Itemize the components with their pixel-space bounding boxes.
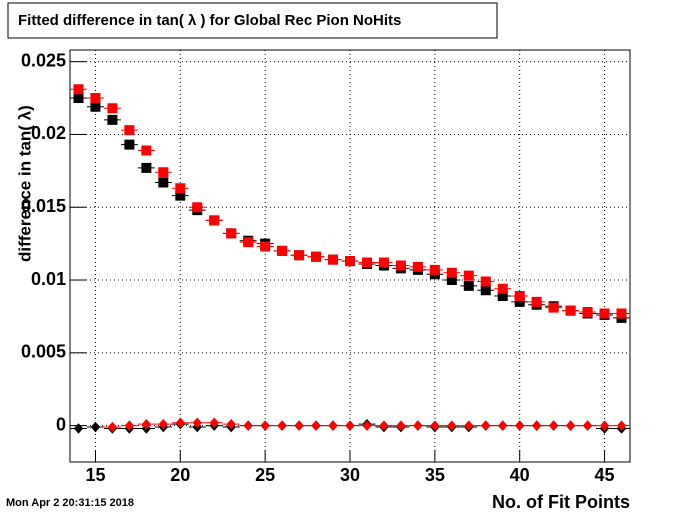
data-point [545,420,563,431]
data-point [205,417,223,428]
data-point [460,420,478,431]
data-point [188,202,206,213]
data-point [426,420,444,431]
y-tick-label: 0.015 [21,196,66,216]
data-point [579,420,597,431]
data-point [70,84,87,95]
data-point [562,420,580,431]
data-point [70,93,87,104]
data-point [494,291,512,302]
data-point [511,420,529,431]
data-point [443,267,461,278]
x-tick-label: 30 [340,465,360,485]
data-point [613,420,630,431]
x-axis-label: No. of Fit Points [492,492,630,512]
title-box [7,2,498,39]
data-point [120,139,138,150]
data-point [341,256,359,267]
y-tick-label: 0.02 [31,123,66,143]
data-point [290,420,308,431]
data-point [358,420,376,431]
data-point [562,305,580,316]
data-point [103,103,121,114]
data-point [358,257,376,268]
data-point [307,251,325,262]
data-point [154,418,172,430]
data-point [494,420,512,431]
plot-frame [69,49,631,463]
chart-title: Fitted difference in tan( λ ) for Global… [18,12,401,29]
data-point [273,420,291,431]
data-point [137,145,155,156]
timestamp: Mon Apr 2 20:31:15 2018 [6,497,134,509]
data-point [460,280,478,291]
data-point [324,420,342,431]
data-point [239,420,257,431]
data-point [256,241,274,252]
data-point [86,93,104,104]
data-point [392,260,410,271]
data-point [579,307,597,318]
data-point [477,420,495,431]
x-tick-label: 35 [425,465,445,485]
data-point [511,291,529,302]
data-point [70,423,87,434]
data-point [477,276,495,287]
data-point [120,125,138,136]
x-tick-label: 40 [510,465,530,485]
data-point [443,275,461,286]
data-point [460,270,478,281]
data-point [545,302,563,313]
data-point [205,215,223,226]
data-point [528,296,546,307]
data-point [409,261,427,272]
data-point [409,420,427,431]
data-point [222,228,240,239]
data-point [273,245,291,256]
data-point [86,101,104,112]
data-point [375,257,393,268]
data-point [324,254,342,265]
data-point [137,418,155,430]
data-point [494,283,512,294]
data-point [103,114,121,125]
data-point [290,250,308,261]
y-tick-label: 0.005 [21,342,66,362]
data-point [613,308,630,319]
y-tick-label: 0 [56,414,66,434]
x-tick-label: 45 [595,465,615,485]
data-point [239,237,257,248]
data-point [154,177,172,188]
y-tick-label: 0.01 [31,269,66,289]
data-point [188,417,206,428]
data-point [171,183,189,194]
data-point [426,264,444,275]
data-point [256,420,274,431]
data-point [375,420,393,431]
data-point [596,308,614,319]
data-point [86,421,104,433]
data-point [171,417,189,428]
x-tick-label: 20 [170,465,190,485]
data-point [222,418,240,430]
data-point [154,167,172,178]
data-point [120,420,138,431]
data-point [341,420,359,431]
data-point [392,420,410,431]
data-point [137,162,155,173]
data-point [528,420,546,431]
y-tick-label: 0.025 [21,50,66,70]
data-point [443,420,461,431]
x-tick-label: 25 [255,465,275,485]
x-tick-label: 15 [85,465,105,485]
data-point [307,420,325,431]
y-axis-label: difference in tan( λ) [15,105,34,262]
data-point [596,420,614,431]
data-point [103,421,121,433]
